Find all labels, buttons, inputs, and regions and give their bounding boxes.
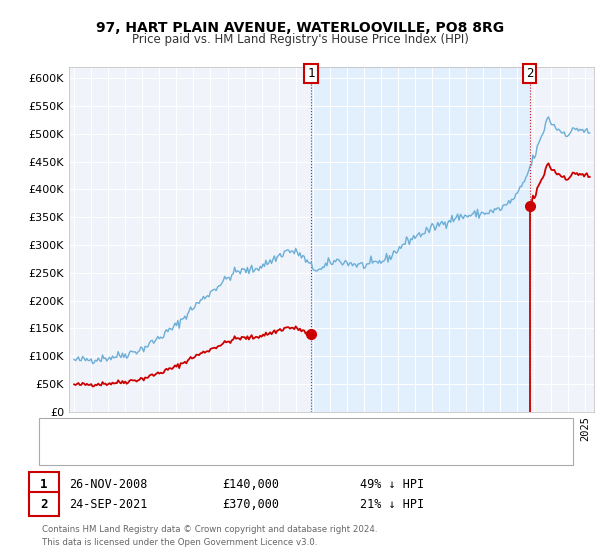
Text: HPI: Average price, detached house, Havant: HPI: Average price, detached house, Hava… — [93, 447, 323, 457]
Text: Price paid vs. HM Land Registry's House Price Index (HPI): Price paid vs. HM Land Registry's House … — [131, 32, 469, 46]
Text: 21% ↓ HPI: 21% ↓ HPI — [360, 497, 424, 511]
Text: 49% ↓ HPI: 49% ↓ HPI — [360, 478, 424, 491]
Text: 97, HART PLAIN AVENUE, WATERLOOVILLE, PO8 8RG: 97, HART PLAIN AVENUE, WATERLOOVILLE, PO… — [96, 21, 504, 35]
Text: Contains HM Land Registry data © Crown copyright and database right 2024.
This d: Contains HM Land Registry data © Crown c… — [42, 525, 377, 548]
Text: ─────: ───── — [54, 445, 91, 458]
Text: 2: 2 — [40, 497, 47, 511]
Text: 97, HART PLAIN AVENUE, WATERLOOVILLE, PO8 8RG (detached house): 97, HART PLAIN AVENUE, WATERLOOVILLE, PO… — [93, 428, 459, 437]
Text: ─────: ───── — [54, 426, 91, 439]
Text: 24-SEP-2021: 24-SEP-2021 — [69, 497, 148, 511]
Text: 1: 1 — [40, 478, 47, 491]
Text: £370,000: £370,000 — [222, 497, 279, 511]
Text: 2: 2 — [526, 67, 533, 80]
Text: 26-NOV-2008: 26-NOV-2008 — [69, 478, 148, 491]
Text: £140,000: £140,000 — [222, 478, 279, 491]
Text: 1: 1 — [307, 67, 315, 80]
Bar — [311, 67, 530, 412]
